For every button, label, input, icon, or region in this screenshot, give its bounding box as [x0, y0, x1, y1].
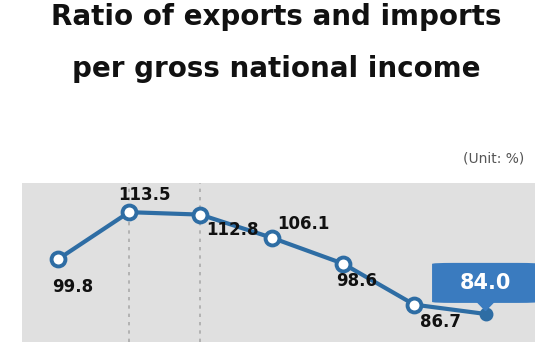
Polygon shape	[476, 301, 495, 310]
Text: 113.5: 113.5	[118, 186, 171, 204]
Text: 98.6: 98.6	[336, 272, 377, 290]
FancyBboxPatch shape	[432, 263, 539, 303]
Text: per gross national income: per gross national income	[72, 55, 480, 83]
Bar	[22, 183, 535, 342]
Text: 106.1: 106.1	[277, 215, 330, 233]
Text: 99.8: 99.8	[52, 278, 93, 296]
Text: (Unit: %): (Unit: %)	[463, 152, 524, 166]
Text: 84.0: 84.0	[460, 273, 511, 293]
Text: Ratio of exports and imports: Ratio of exports and imports	[51, 3, 501, 31]
Text: 86.7: 86.7	[420, 313, 461, 331]
Text: 112.8: 112.8	[206, 221, 258, 239]
